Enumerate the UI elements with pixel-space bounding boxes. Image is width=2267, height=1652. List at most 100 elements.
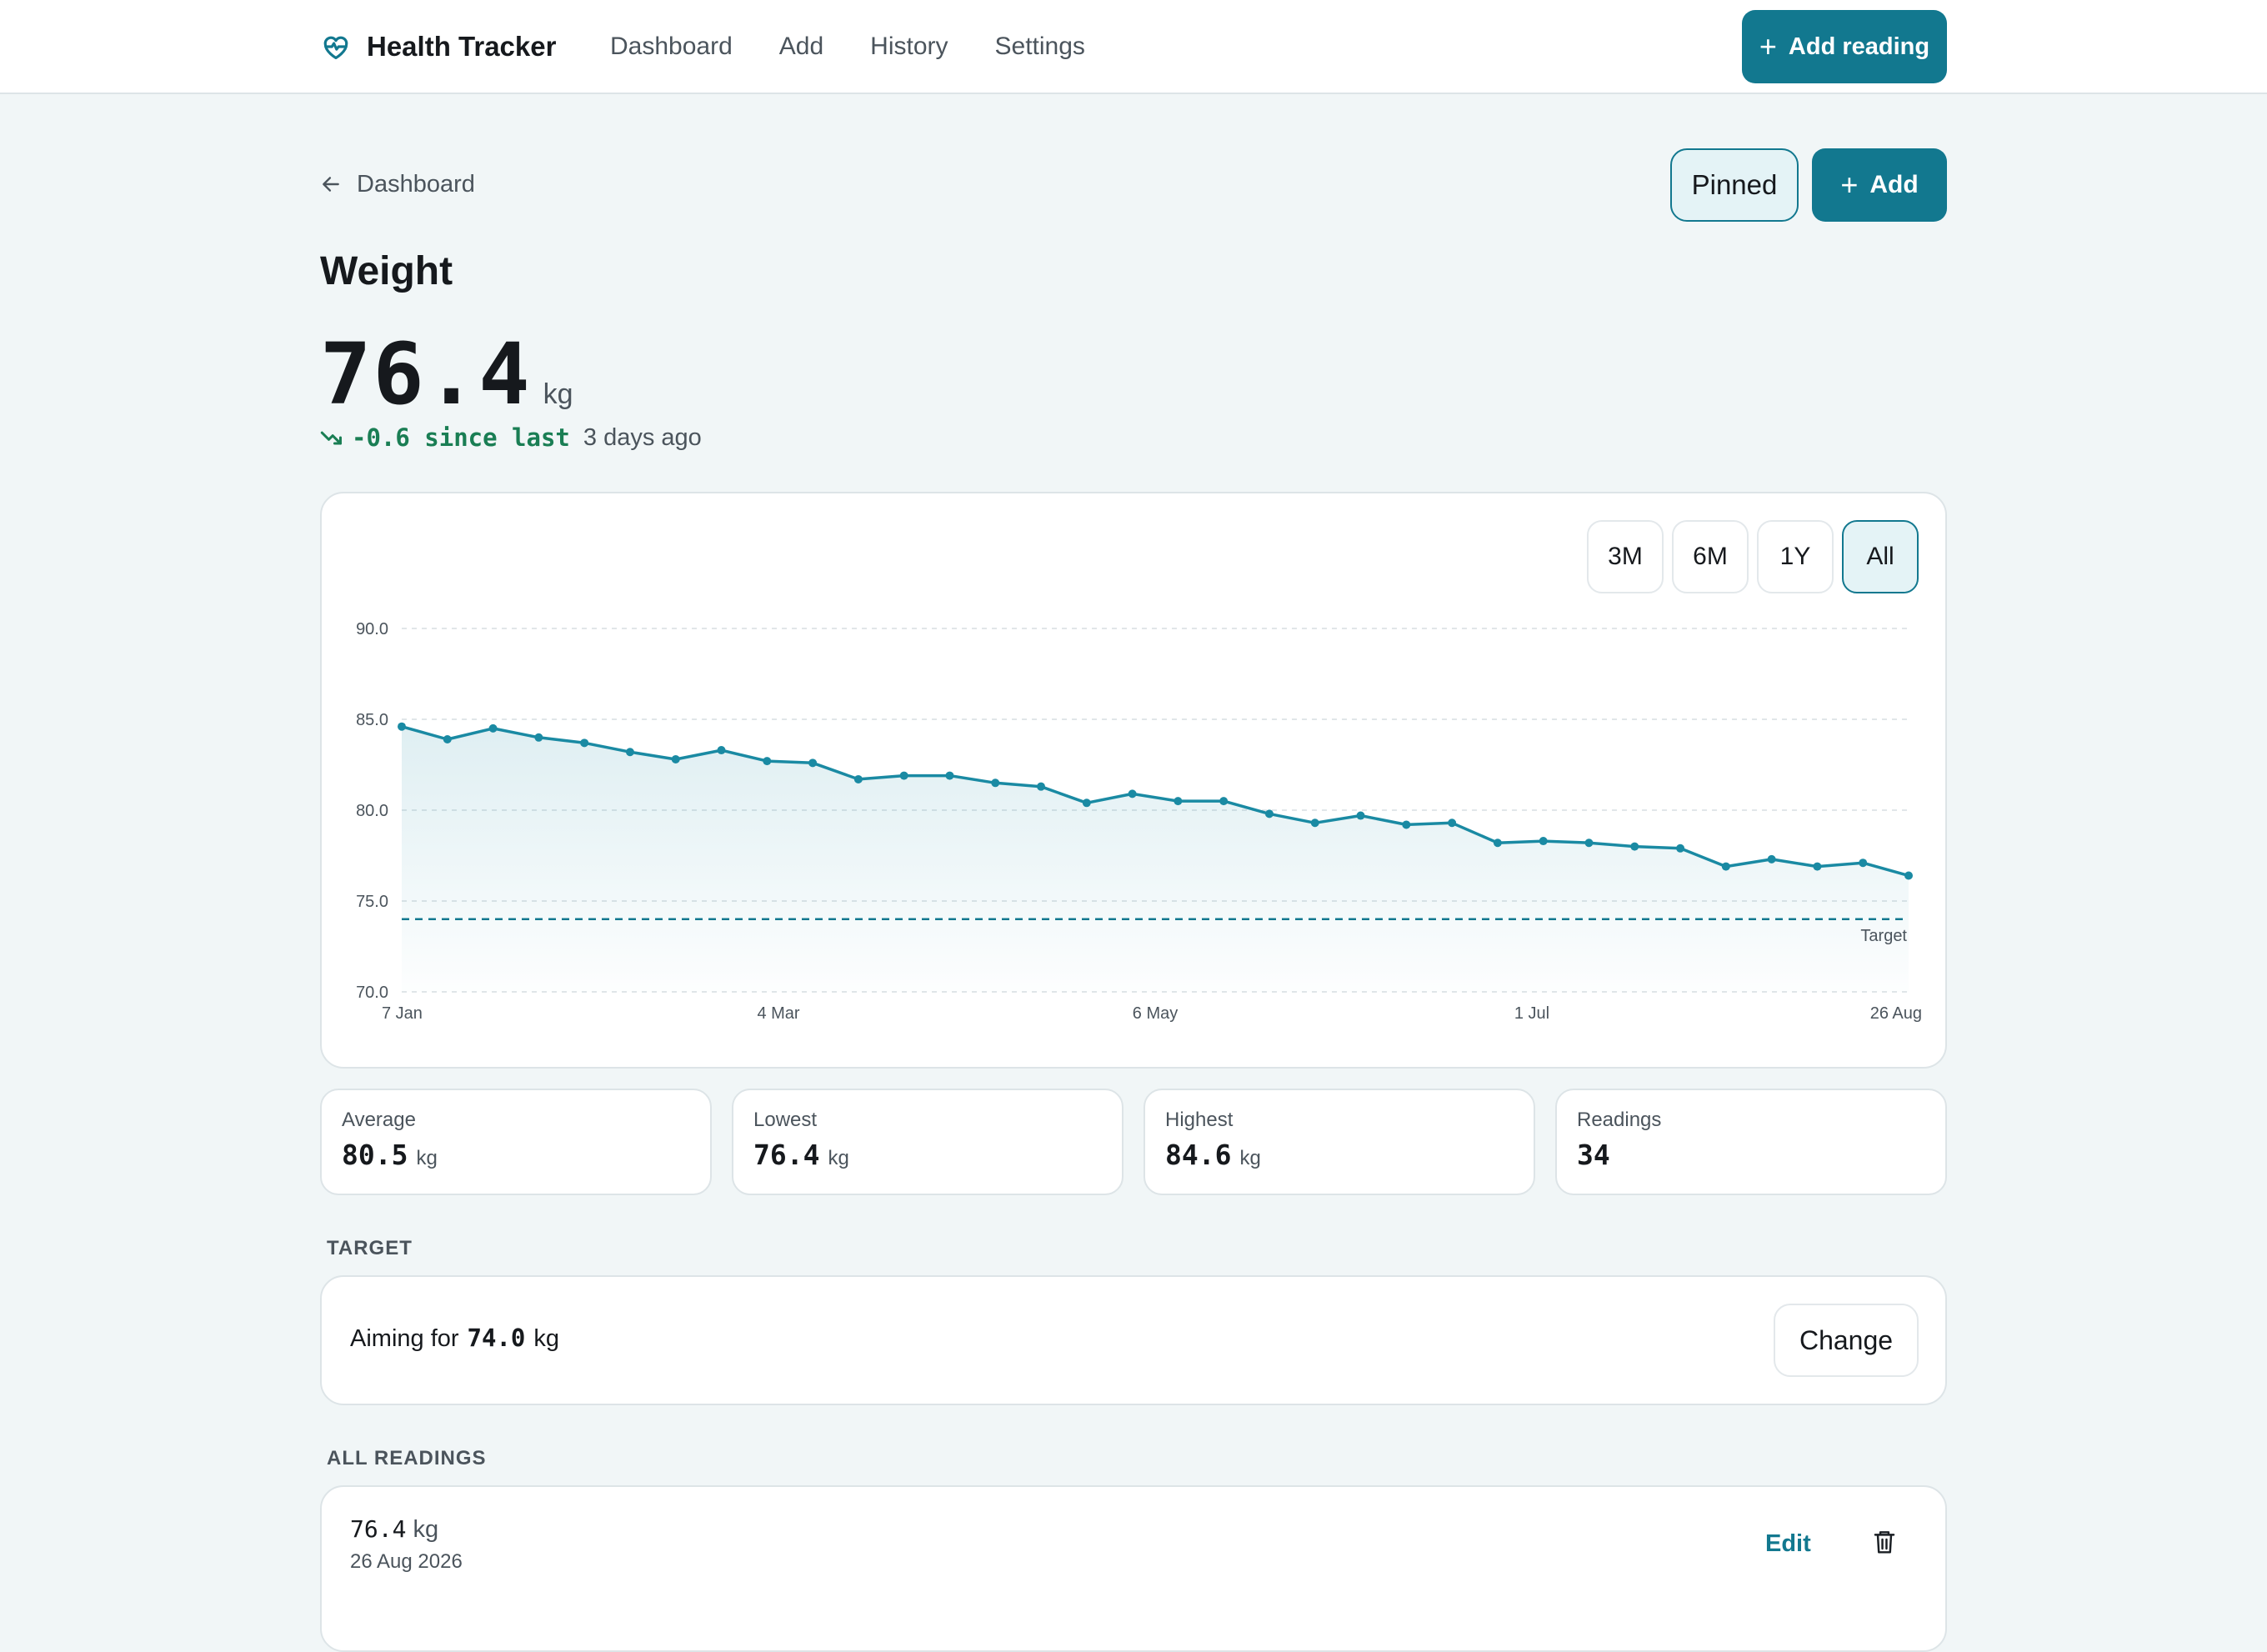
target-prefix: Aiming for [350,1325,459,1352]
y-tick-label: 75.0 [356,893,388,911]
change-target-button[interactable]: Change [1774,1304,1919,1377]
nav-link-history[interactable]: History [870,33,948,60]
change-summary: -0.6 since last 3 days ago [320,423,702,452]
x-tick-label: 26 Aug [1870,1004,1922,1023]
data-point [534,733,543,742]
data-point [808,758,818,768]
stat-unit: kg [416,1147,438,1169]
nav-link-dashboard[interactable]: Dashboard [610,33,733,60]
data-point [1082,798,1091,808]
add-label: Add [1869,171,1919,198]
data-point [1356,811,1365,820]
target-card: Aiming for 74.0 kg Change [320,1275,1947,1405]
stat-label: Lowest [753,1109,818,1131]
stat-label: Highest [1165,1109,1234,1131]
x-tick-label: 1 Jul [1514,1004,1549,1023]
edit-reading-button[interactable]: Edit [1765,1530,1811,1557]
data-point [1448,818,1457,828]
stat-unit: kg [1239,1147,1261,1169]
data-point [1539,837,1548,846]
current-value: 76.4 kg [320,325,573,424]
data-point [991,778,1000,788]
data-point [763,757,772,766]
data-point [1174,797,1183,806]
data-point [1493,839,1502,848]
nav-link-add[interactable]: Add [778,33,824,60]
back-label: Dashboard [357,170,475,198]
readings-section-heading: ALL READINGS [327,1447,487,1469]
data-point [1859,859,1868,868]
data-point [1037,782,1046,791]
data-point [1630,842,1639,851]
stat-value: 84.6 [1165,1139,1232,1171]
range-button-3m[interactable]: 3M [1587,520,1664,593]
add-reading-button[interactable]: + Add reading [1742,10,1947,83]
target-value: 74.0 [467,1324,526,1352]
page-title: Weight [320,249,453,293]
brand[interactable]: Health Tracker [320,27,556,67]
data-point [853,774,863,783]
series-line [400,724,1910,878]
reading-unit: kg [413,1516,439,1543]
weight-chart: 90.0 85.0 80.0 75.0 70.0 Target 7 Jan 4 Mar 6 Ma… [356,620,1922,1023]
plus-icon: + [1840,168,1859,202]
stat-card-average: Average 80.5 kg [320,1089,712,1195]
y-tick-label: 90.0 [356,620,388,638]
add-reading-label: Add reading [1788,33,1930,60]
change-value: -0.6 since last [352,423,570,452]
plus-icon: + [1759,29,1777,63]
reading-number: 76.4 [350,1515,407,1543]
data-point [1128,789,1137,798]
back-link[interactable]: Dashboard [320,167,475,202]
data-point [443,734,452,743]
trash-icon[interactable] [1872,1529,1897,1555]
range-button-1y[interactable]: 1Y [1757,520,1834,593]
stat-card-lowest: Lowest 76.4 kg [732,1089,1123,1195]
reading-date: 26 Aug 2026 [350,1550,463,1573]
x-tick-label: 6 May [1133,1004,1178,1023]
reading-row: 76.4 kg 26 Aug 2026 Edit [320,1485,1947,1652]
current-value-unit: kg [543,378,573,410]
target-line-label: Target [1860,927,1907,945]
data-point [625,748,634,757]
target-description: Aiming for 74.0 kg [350,1324,559,1353]
add-button[interactable]: + Add [1812,148,1947,222]
range-button-all[interactable]: All [1842,520,1919,593]
target-unit: kg [533,1325,560,1352]
stat-value: 80.5 [342,1139,408,1171]
brand-name: Health Tracker [367,31,557,62]
range-button-6m[interactable]: 6M [1672,520,1749,593]
data-point [488,723,498,733]
nav-link-settings[interactable]: Settings [994,33,1085,60]
data-point [1721,862,1730,871]
data-point [398,722,406,731]
data-point [580,738,589,748]
data-point [717,746,726,755]
data-point [1264,809,1274,818]
y-tick-label: 80.0 [356,802,388,820]
pinned-toggle-button[interactable]: Pinned [1670,148,1799,222]
data-point [1219,797,1229,806]
target-section-heading: TARGET [327,1237,413,1259]
stat-card-readings: Readings 34 [1555,1089,1947,1195]
top-navigation-bar: Health Tracker Dashboard Add History Set… [0,0,2267,94]
heart-pulse-icon [323,36,348,60]
data-point [945,771,954,780]
x-tick-label: 7 Jan [382,1004,423,1023]
reading-value: 76.4 kg [350,1515,438,1544]
stat-value: 76.4 [753,1139,820,1171]
x-tick-label: 4 Mar [757,1004,799,1023]
current-value-number: 76.4 [320,325,532,424]
y-tick-label: 70.0 [356,984,388,1002]
trending-down-icon [320,431,343,445]
data-point [899,771,908,780]
series-area [402,726,1909,992]
arrow-left-icon [323,177,339,192]
data-point [1310,818,1319,828]
stat-label: Average [342,1109,416,1131]
stat-label: Readings [1577,1109,1662,1131]
y-tick-label: 85.0 [356,711,388,729]
range-selector: 3M 6M 1Y All [1579,520,1919,593]
data-point [1904,871,1913,880]
main-nav: Dashboard Add History Settings [610,27,1132,67]
